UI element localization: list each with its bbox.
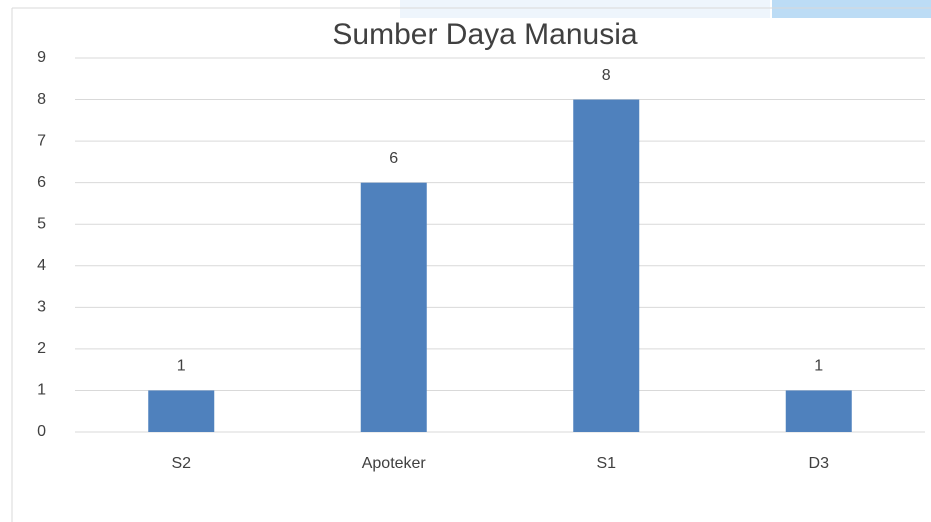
x-tick-label: Apoteker xyxy=(362,455,427,472)
y-tick-label: 9 xyxy=(37,49,46,66)
data-label: 1 xyxy=(814,358,823,375)
y-tick-label: 0 xyxy=(37,423,46,440)
y-tick-label: 2 xyxy=(37,340,46,357)
data-label: 8 xyxy=(602,67,611,84)
chart-title: Sumber Daya Manusia xyxy=(332,18,637,51)
x-tick-label: S2 xyxy=(171,455,191,472)
data-label: 1 xyxy=(177,358,186,375)
y-tick-label: 1 xyxy=(37,382,46,399)
y-tick-label: 3 xyxy=(37,299,46,316)
background-decoration xyxy=(400,0,770,18)
bar xyxy=(148,390,215,432)
y-tick-label: 8 xyxy=(37,91,46,108)
y-tick-label: 5 xyxy=(37,215,46,232)
y-tick-label: 6 xyxy=(37,174,46,191)
y-tick-label: 7 xyxy=(37,132,46,149)
x-tick-label: D3 xyxy=(809,455,830,472)
bar xyxy=(360,182,427,432)
x-tick-label: S1 xyxy=(596,455,616,472)
background-decoration xyxy=(772,0,931,18)
bar xyxy=(785,390,852,432)
data-label: 6 xyxy=(389,150,398,167)
y-tick-label: 4 xyxy=(37,257,46,274)
bar xyxy=(573,99,640,433)
